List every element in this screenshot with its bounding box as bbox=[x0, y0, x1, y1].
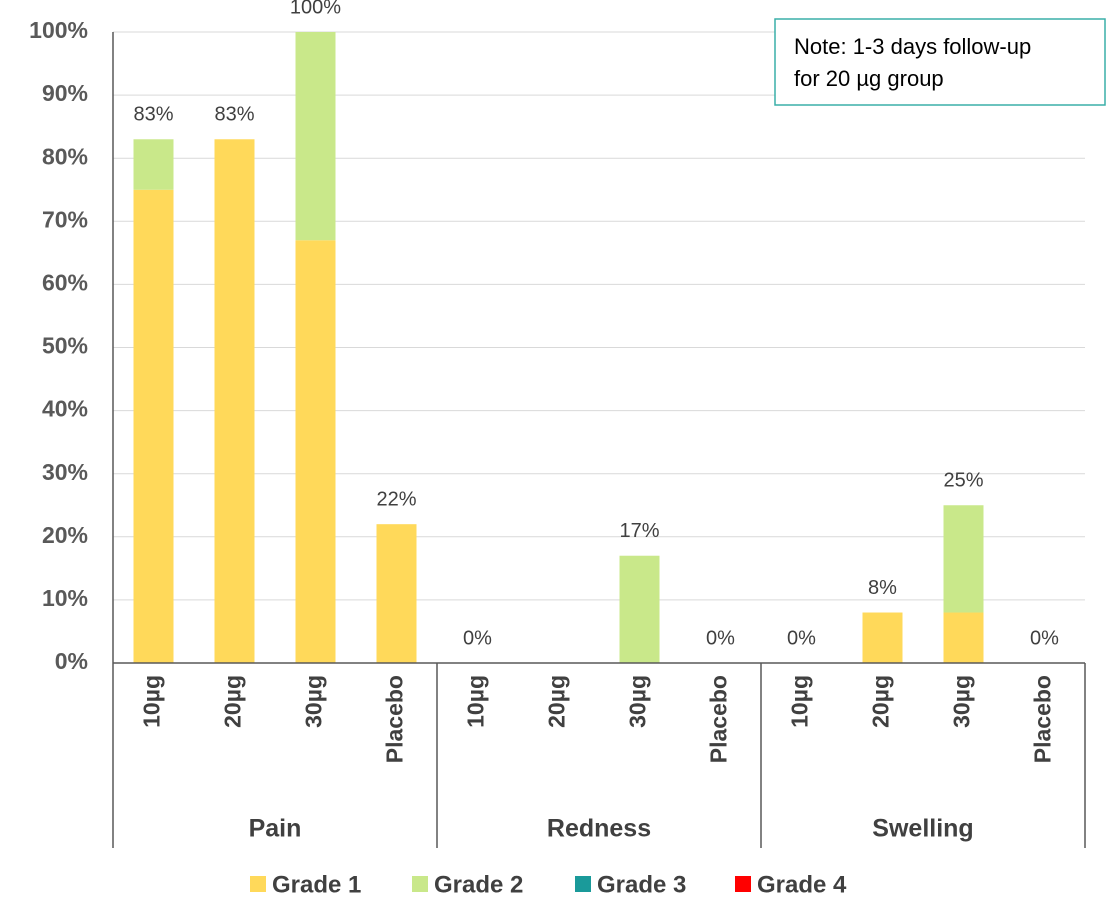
legend-swatch bbox=[412, 876, 428, 892]
bar-segment bbox=[214, 139, 255, 663]
y-tick-label: 50% bbox=[42, 333, 88, 359]
y-tick-label: 70% bbox=[42, 206, 88, 232]
legend-label: Grade 4 bbox=[757, 871, 847, 898]
x-tick-label: 10µg bbox=[139, 675, 165, 728]
bar-segment bbox=[295, 240, 336, 664]
y-tick-label: 10% bbox=[42, 585, 88, 611]
legend-swatch bbox=[250, 876, 266, 892]
value-label: 83% bbox=[214, 104, 254, 126]
value-label: 0% bbox=[463, 627, 492, 649]
bar-segment bbox=[295, 32, 336, 241]
x-tick-label: Placebo bbox=[706, 675, 732, 763]
x-tick-label: 10µg bbox=[787, 675, 813, 728]
legend-label: Grade 3 bbox=[597, 871, 686, 898]
y-tick-label: 60% bbox=[42, 269, 88, 295]
value-label: 100% bbox=[290, 0, 341, 18]
x-tick-label: Placebo bbox=[1030, 675, 1056, 763]
x-tick-label: 30µg bbox=[625, 675, 651, 728]
value-label: 0% bbox=[706, 627, 735, 649]
y-tick-label: 90% bbox=[42, 80, 88, 106]
value-label: 0% bbox=[787, 627, 816, 649]
note-line: for 20 µg group bbox=[794, 66, 944, 91]
group-label: Swelling bbox=[872, 815, 973, 843]
y-tick-label: 20% bbox=[42, 522, 88, 548]
x-tick-label: 30µg bbox=[949, 675, 975, 728]
y-tick-label: 100% bbox=[29, 17, 88, 43]
legend-label: Grade 1 bbox=[272, 871, 361, 898]
note-box bbox=[774, 18, 1106, 106]
value-label: 17% bbox=[619, 520, 659, 542]
x-tick-label: 20µg bbox=[220, 675, 246, 728]
bar-segment bbox=[376, 524, 417, 663]
x-tick-label: 20µg bbox=[868, 675, 894, 728]
value-label: 25% bbox=[943, 470, 983, 492]
y-tick-label: 80% bbox=[42, 143, 88, 169]
x-tick-label: Placebo bbox=[382, 675, 408, 763]
value-label: 22% bbox=[376, 488, 416, 510]
value-label: 83% bbox=[133, 104, 173, 126]
bar-segment bbox=[862, 612, 903, 663]
value-label: 0% bbox=[1030, 627, 1059, 649]
value-label: 8% bbox=[868, 577, 897, 599]
y-tick-label: 0% bbox=[55, 648, 88, 674]
x-tick-label: 20µg bbox=[544, 675, 570, 728]
legend-swatch bbox=[575, 876, 591, 892]
y-tick-label: 30% bbox=[42, 459, 88, 485]
x-tick-label: 30µg bbox=[301, 675, 327, 728]
plot: 0% 10% 20% 30% 40% 50% 60% 70% 80% 90% 100% 83% 10µg… bbox=[29, 0, 1086, 898]
legend-swatch bbox=[735, 876, 751, 892]
bar-segment bbox=[619, 555, 660, 663]
note-line: Note: 1-3 days follow-up bbox=[794, 34, 1031, 59]
y-tick-label: 40% bbox=[42, 396, 88, 422]
legend-label: Grade 2 bbox=[434, 871, 523, 898]
bar-segment bbox=[133, 189, 174, 663]
group-label: Redness bbox=[547, 815, 651, 843]
group-label: Pain bbox=[249, 815, 302, 843]
bar-segment bbox=[943, 505, 984, 613]
bar-segment bbox=[133, 139, 174, 190]
bar-segment bbox=[943, 612, 984, 663]
x-tick-label: 10µg bbox=[463, 675, 489, 728]
